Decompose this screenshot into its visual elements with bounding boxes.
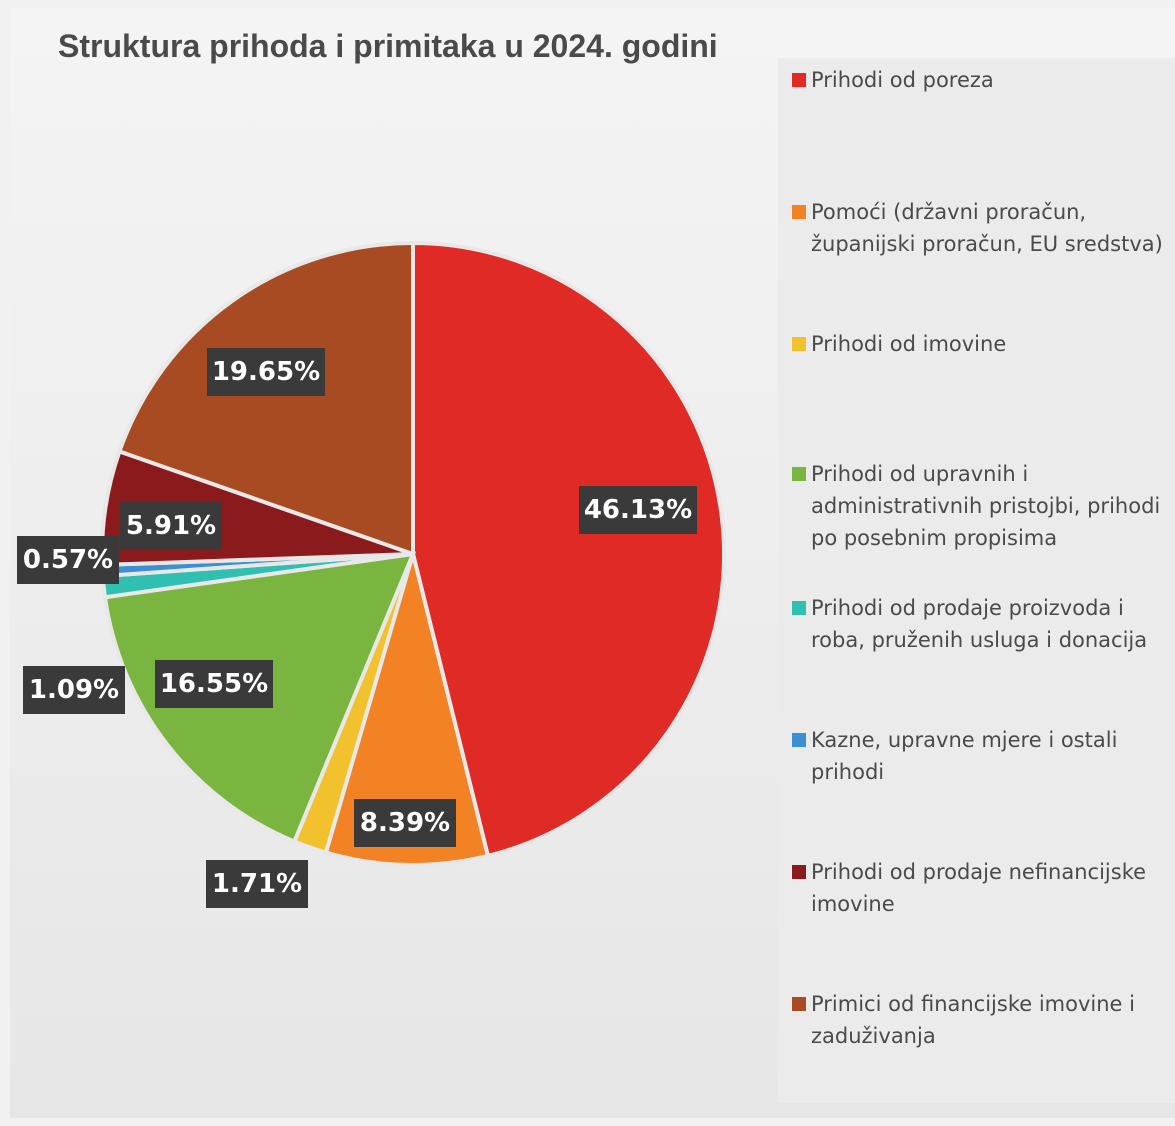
data-label-box — [23, 666, 125, 714]
data-label-box — [579, 486, 697, 534]
legend-swatch — [792, 337, 806, 351]
data-label: 1.09% — [23, 666, 125, 714]
legend-item: Prihodi od poreza — [792, 64, 1175, 96]
legend-label: Primici od financijske imovine i zaduživ… — [811, 992, 1135, 1048]
legend-label: Prihodi od upravnih i administrativnih p… — [811, 462, 1161, 550]
data-label-box — [354, 799, 456, 847]
data-label: 8.39% — [354, 799, 456, 847]
data-label: 46.13% — [579, 486, 697, 534]
data-label-text: 19.65% — [212, 357, 320, 387]
data-label: 19.65% — [207, 348, 325, 396]
data-label-box — [17, 536, 119, 584]
data-label-box — [120, 502, 222, 550]
legend-swatch — [792, 73, 806, 87]
legend-swatch — [792, 865, 806, 879]
data-label-box — [206, 860, 308, 908]
pie-slice — [411, 240, 726, 859]
data-label-text: 5.91% — [126, 511, 216, 541]
data-label-box — [155, 660, 273, 708]
pie-slice — [323, 546, 491, 867]
data-label-text: 1.71% — [212, 869, 302, 899]
legend-swatch — [792, 997, 806, 1011]
data-label: 0.57% — [17, 536, 119, 584]
data-label-text: 46.13% — [584, 495, 692, 525]
legend-swatch — [792, 601, 806, 615]
data-label: 16.55% — [155, 660, 273, 708]
legend-swatch — [792, 467, 806, 481]
legend-item: Prihodi od prodaje proizvoda i roba, pru… — [792, 592, 1175, 656]
legend-item: Primici od financijske imovine i zaduživ… — [792, 988, 1175, 1052]
data-label-text: 0.57% — [23, 545, 113, 575]
legend-label: Prihodi od prodaje proizvoda i roba, pru… — [811, 596, 1148, 652]
data-label-box — [207, 348, 325, 396]
legend-swatch — [792, 205, 806, 219]
data-label-text: 8.39% — [360, 808, 450, 838]
legend-item: Pomoći (državni proračun, županijski pro… — [792, 196, 1175, 260]
legend-item: Kazne, upravne mjere i ostali prihodi — [792, 724, 1175, 788]
chart-title: Struktura prihoda i primitaka u 2024. go… — [58, 28, 718, 64]
data-label-text: 16.55% — [160, 669, 268, 699]
legend-item: Prihodi od imovine — [792, 328, 1175, 360]
data-label: 5.91% — [120, 502, 222, 550]
legend-swatch — [792, 733, 806, 747]
legend-label: Kazne, upravne mjere i ostali prihodi — [811, 728, 1118, 784]
legend-label: Pomoći (državni proračun, županijski pro… — [811, 200, 1163, 256]
legend-item: Prihodi od prodaje nefinancijske imovine — [792, 856, 1175, 920]
legend-label: Prihodi od prodaje nefinancijske imovine — [811, 860, 1147, 916]
data-label-text: 1.09% — [29, 675, 119, 705]
legend-item: Prihodi od upravnih i administrativnih p… — [792, 458, 1175, 554]
legend-panel — [778, 58, 1175, 1103]
legend-label: Prihodi od poreza — [811, 68, 994, 92]
pie-slice — [116, 240, 415, 557]
data-label: 1.71% — [206, 860, 308, 908]
legend-label: Prihodi od imovine — [811, 332, 1007, 356]
